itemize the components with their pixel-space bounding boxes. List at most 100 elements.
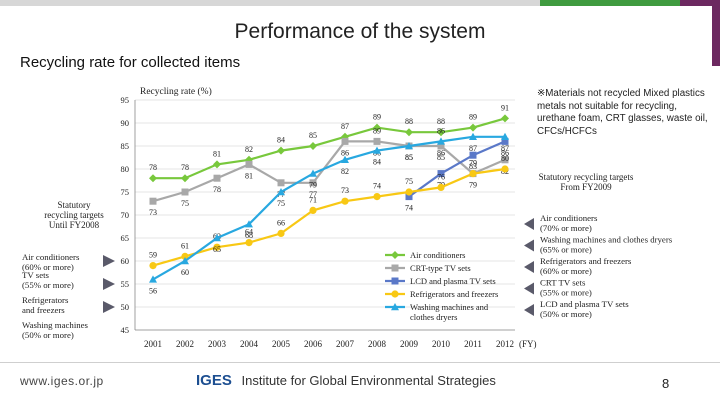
data-point-washing [245, 220, 253, 228]
data-point-crt_tv [437, 142, 445, 150]
footer-divider [0, 362, 720, 363]
data-label-crt_tv: 86 [341, 148, 349, 157]
data-point-refrigerators [437, 183, 445, 191]
legend-label-washing: clothes dryers [410, 312, 457, 322]
left-target-heading: recycling targets [44, 210, 104, 220]
data-label-air_conditioners: 87 [341, 122, 349, 131]
right-target-item: Refrigerators and freezers [540, 256, 632, 266]
data-point-crt_tv [213, 174, 221, 182]
data-point-refrigerators [341, 197, 349, 205]
legend-marker-refrigerators [391, 290, 399, 298]
data-label-washing: 87 [469, 144, 477, 153]
data-point-washing [341, 155, 349, 163]
data-label-washing: 86 [437, 148, 445, 157]
right-target-arrow [524, 218, 534, 230]
legend-marker-crt_tv [391, 264, 399, 272]
legend-label-air_conditioners: Air conditioners [410, 250, 465, 260]
y-tick-label: 60 [121, 256, 130, 266]
data-point-air_conditioners [405, 128, 413, 137]
top-bar-green [540, 0, 680, 6]
data-label-washing: 56 [149, 286, 157, 295]
data-label-washing: 65 [213, 245, 221, 254]
data-point-washing [469, 132, 477, 140]
left-target-item: (55% or more) [22, 280, 74, 290]
data-point-refrigerators [373, 193, 381, 201]
x-tick-label: 2008 [368, 339, 387, 349]
right-target-item: LCD and plasma TV sets [540, 299, 629, 309]
data-label-refrigerators: 64 [245, 228, 253, 237]
legend-marker-air_conditioners [391, 251, 399, 259]
data-point-washing [149, 275, 157, 283]
organization-name: Institute for Global Environmental Strat… [241, 373, 496, 388]
data-point-crt_tv [181, 188, 189, 196]
top-bar-gray [0, 0, 540, 6]
data-label-washing: 84 [373, 158, 381, 167]
y-tick-label: 80 [121, 164, 130, 174]
right-target-arrow [524, 304, 534, 316]
data-point-washing [181, 257, 189, 265]
data-label-refrigerators: 79 [469, 159, 477, 168]
left-target-heading: Statutory [58, 200, 91, 210]
data-label-air_conditioners: 88 [437, 117, 445, 126]
data-label-crt_tv: 77 [309, 190, 317, 199]
footer-website: www.iges.or.jp [20, 374, 104, 388]
data-label-air_conditioners: 84 [277, 136, 285, 145]
series-line-washing [152, 135, 505, 281]
data-label-refrigerators: 66 [277, 218, 285, 227]
data-point-air_conditioners [277, 146, 285, 155]
data-point-washing [405, 142, 413, 150]
extra-label-washing: 86 [437, 126, 445, 135]
data-label-washing: 85 [405, 153, 413, 162]
y-tick-label: 70 [121, 210, 130, 220]
data-point-refrigerators [277, 229, 285, 237]
right-target-item: Washing machines and clothes dryers [540, 235, 673, 245]
right-target-item: (70% or more) [540, 223, 592, 233]
data-label-refrigerators: 61 [181, 241, 189, 250]
data-point-washing [373, 146, 381, 154]
data-point-washing [309, 169, 317, 177]
data-point-refrigerators [149, 262, 157, 270]
legend-label-lcd_plasma: LCD and plasma TV sets [410, 276, 496, 286]
data-point-lcd_plasma [469, 151, 477, 159]
data-label-refrigerators: 74 [373, 182, 381, 191]
data-point-air_conditioners [469, 123, 477, 132]
right-target-item: (55% or more) [540, 288, 592, 298]
data-label-washing: 82 [341, 167, 349, 176]
series-line-crt_tv [152, 140, 506, 203]
data-label-air_conditioners: 89 [469, 113, 477, 122]
series-line-air_conditioners [153, 117, 506, 180]
data-point-air_conditioners [437, 128, 445, 137]
right-target-arrow [524, 239, 534, 252]
data-label-refrigerators: 71 [309, 195, 317, 204]
data-label-washing: 79 [309, 181, 317, 190]
y-tick-label: 55 [121, 279, 130, 289]
right-accent-bar [712, 6, 720, 66]
x-tick-label: 2004 [240, 339, 259, 349]
left-target-arrow [103, 278, 115, 290]
x-tick-label: 2009 [400, 339, 419, 349]
data-label-crt_tv: 85 [405, 153, 413, 162]
data-label-washing: 68 [245, 231, 253, 240]
y-tick-label: 75 [121, 187, 130, 197]
y-tick-label: 65 [121, 233, 130, 243]
right-target-item: (65% or more) [540, 245, 592, 255]
data-point-crt_tv [501, 156, 509, 164]
data-point-air_conditioners [341, 132, 349, 141]
data-point-crt_tv [341, 137, 349, 145]
data-label-lcd_plasma: 83 [469, 162, 477, 171]
data-point-air_conditioners [373, 123, 381, 132]
data-label-air_conditioners: 81 [213, 149, 221, 158]
footer-organization: IGES Institute for Global Environmental … [196, 372, 496, 389]
data-label-crt_tv: 75 [181, 199, 189, 208]
data-label-crt_tv: 73 [149, 208, 157, 217]
legend-marker-lcd_plasma [391, 277, 399, 285]
extra-label-crt_tv: 89 [373, 126, 381, 135]
data-point-refrigerators [469, 170, 477, 178]
data-label-crt_tv: 79 [469, 181, 477, 190]
top-bar-purple [680, 0, 720, 6]
x-tick-label: 2011 [464, 339, 482, 349]
data-point-refrigerators [245, 239, 253, 247]
data-label-air_conditioners: 88 [405, 117, 413, 126]
x-tick-label: 2005 [272, 339, 291, 349]
left-target-item: Air conditioners [22, 252, 80, 262]
